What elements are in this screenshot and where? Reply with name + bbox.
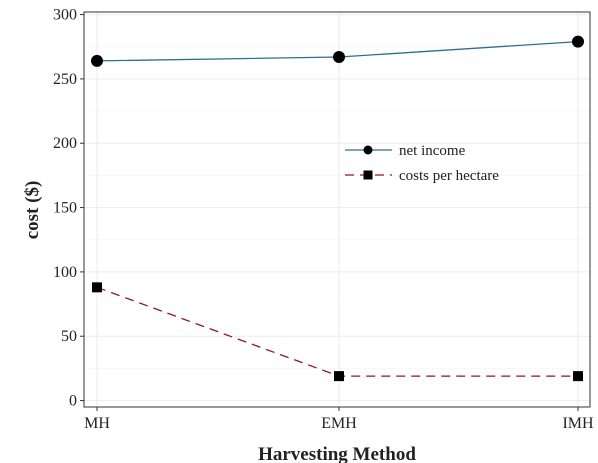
legend-key-square <box>363 170 373 180</box>
legend-label: net income <box>399 143 466 159</box>
data-point-square <box>92 282 102 293</box>
data-point-square <box>573 371 583 382</box>
data-point-circle <box>333 51 345 64</box>
y-tick-label: 0 <box>69 393 77 410</box>
data-point-square <box>334 371 344 382</box>
legend: net income costs per hectare <box>345 143 499 184</box>
x-tick-label: IMH <box>562 415 594 432</box>
x-tick-label: MH <box>84 415 110 432</box>
series-layer <box>91 35 584 382</box>
y-tick-label: 50 <box>61 328 77 345</box>
plot-panel-border <box>83 11 591 408</box>
data-point-circle <box>572 35 584 48</box>
x-tick-label: EMH <box>321 415 357 432</box>
y-tick-label: 250 <box>53 71 77 88</box>
y-tick-label: 100 <box>53 264 77 281</box>
legend-label: costs per hectare <box>399 168 499 184</box>
y-tick-label: 150 <box>53 200 77 217</box>
y-axis-title: cost ($) <box>22 181 43 240</box>
data-point-circle <box>91 54 103 67</box>
y-axis-ticks: 0 50 100 150 200 250 300 <box>53 7 84 410</box>
x-axis-title: Harvesting Method <box>258 444 416 463</box>
y-tick-label: 200 <box>53 135 77 152</box>
x-axis-ticks: MH EMH IMH <box>84 407 594 432</box>
y-tick-label: 300 <box>53 7 77 24</box>
legend-key-circle <box>363 145 373 155</box>
